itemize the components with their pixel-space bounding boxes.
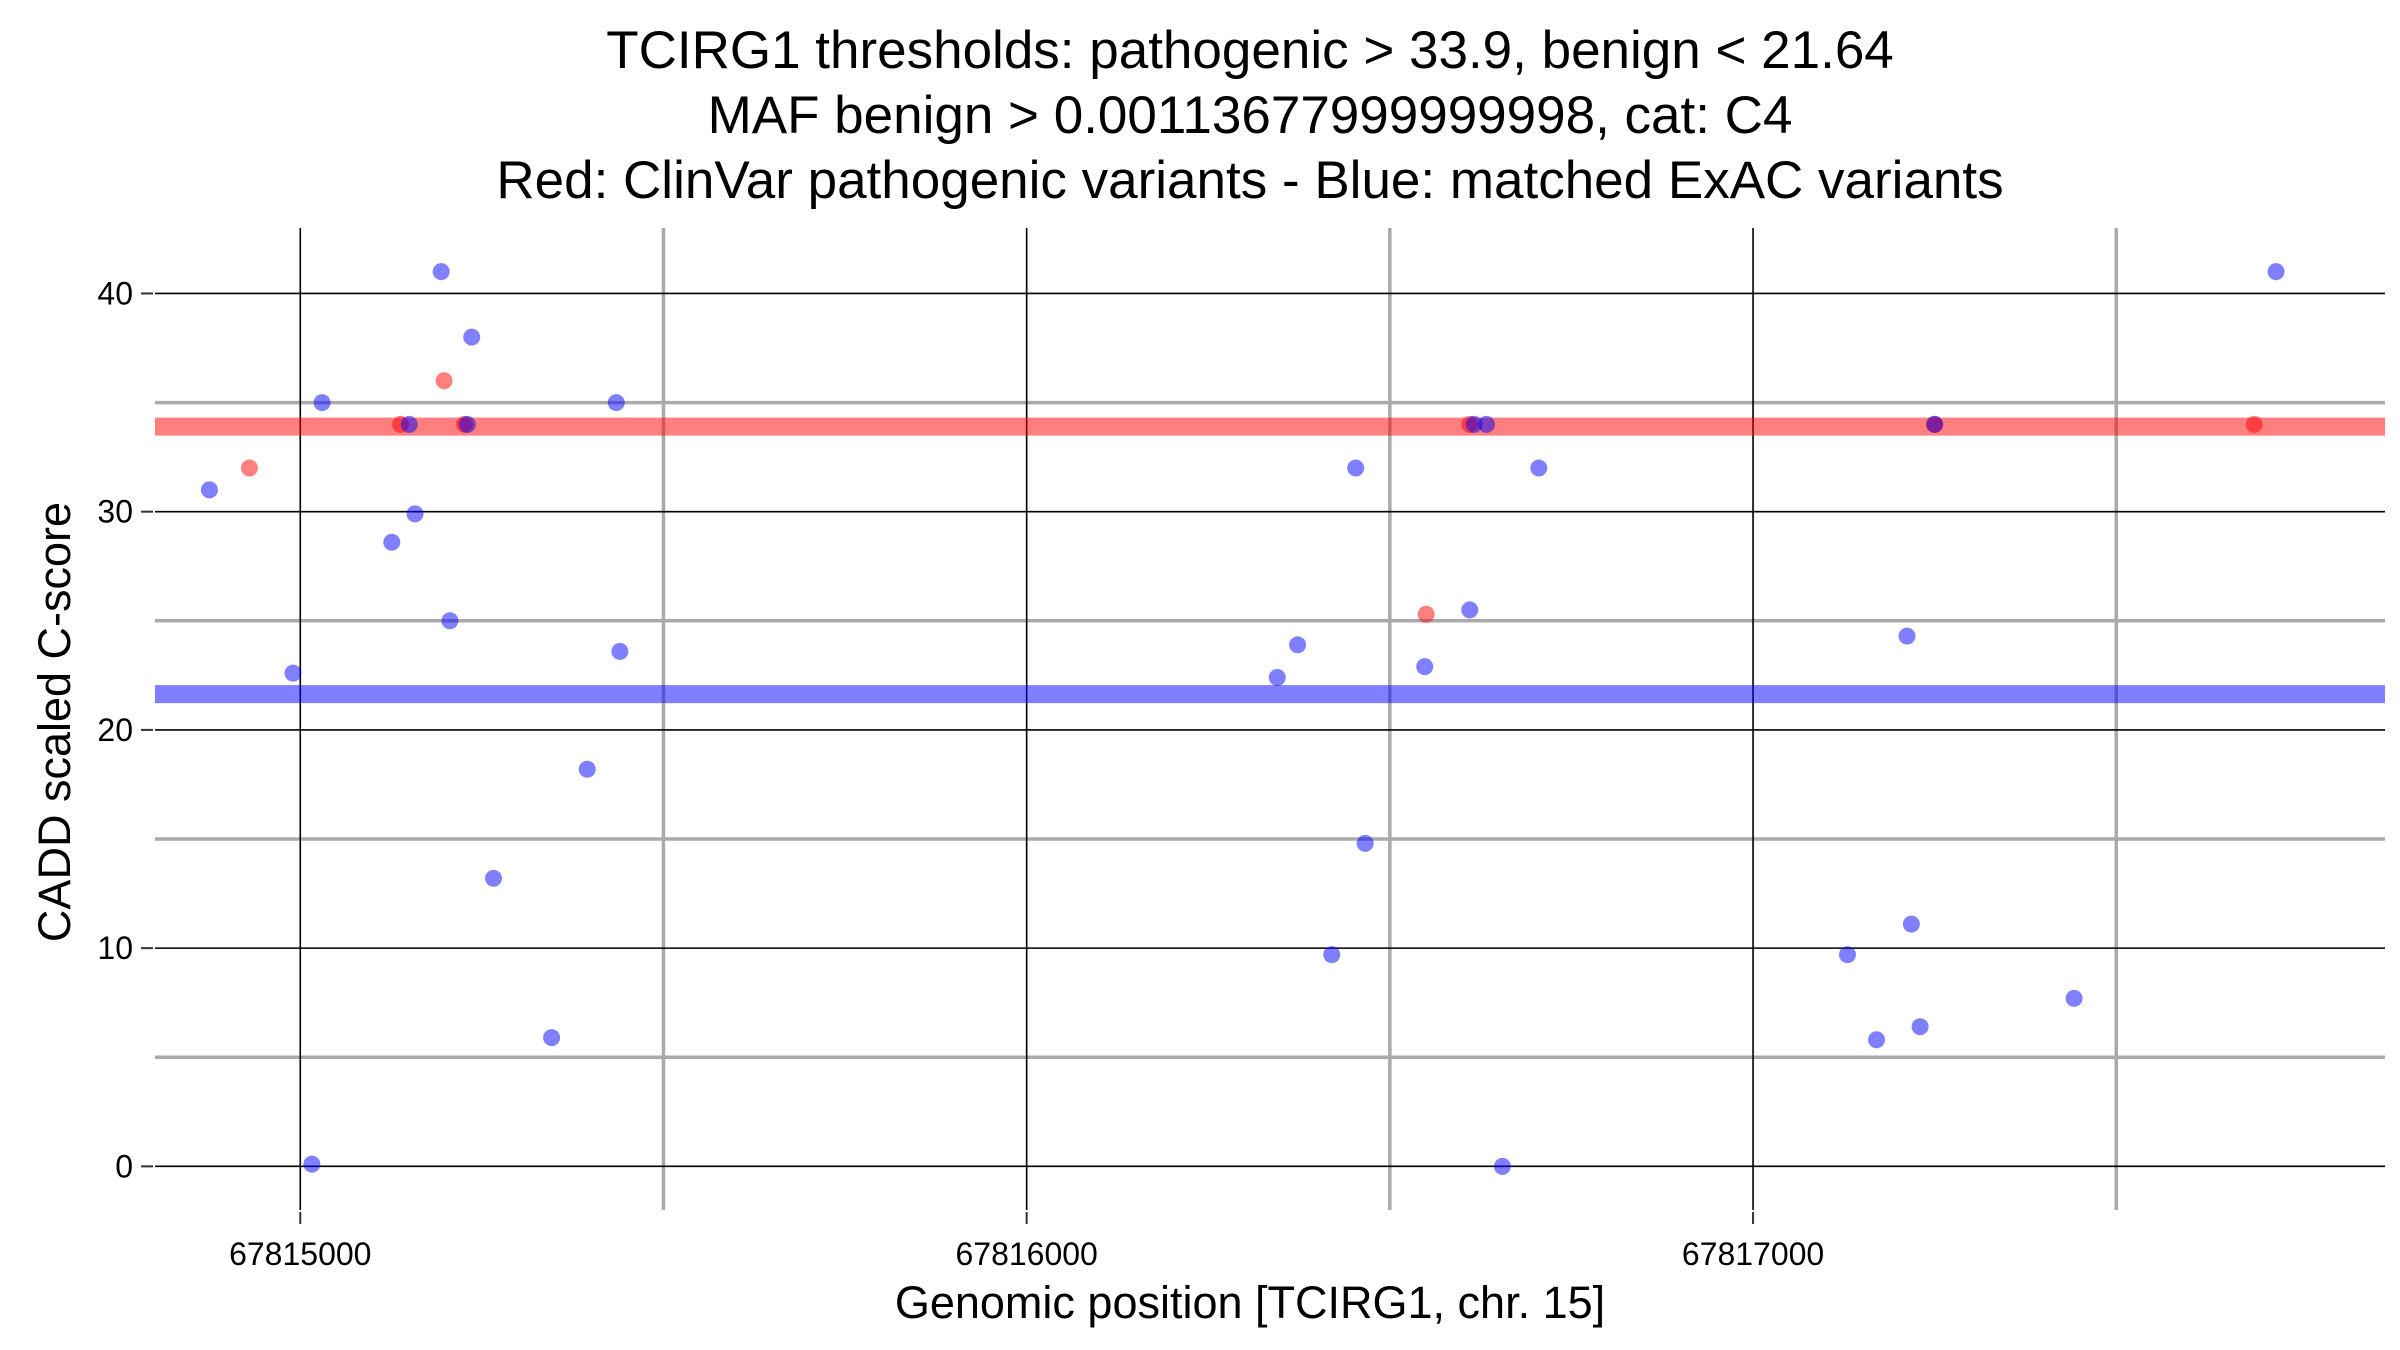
y-tick-label-1: 10 xyxy=(97,930,133,966)
clinvar-point-2 xyxy=(435,372,453,390)
exac-point-21 xyxy=(1416,658,1434,676)
exac-point-28 xyxy=(1868,1031,1886,1049)
exac-point-0 xyxy=(200,481,218,499)
clinvar-point-4 xyxy=(1417,605,1435,623)
exac-point-14 xyxy=(607,394,625,412)
exac-point-22 xyxy=(1461,601,1479,619)
exac-point-1 xyxy=(284,664,302,682)
exac-point-17 xyxy=(1289,636,1307,654)
axes: 67815000 67816000 67817000 0 10 20 30 40 xyxy=(97,275,1824,1272)
clinvar-point-0 xyxy=(240,459,258,477)
chart-title: TCIRG1 thresholds: pathogenic > 33.9, be… xyxy=(496,21,2003,210)
exac-point-7 xyxy=(432,263,450,281)
exac-point-4 xyxy=(383,533,401,551)
y-tick-label-2: 20 xyxy=(97,712,133,748)
exac-point-19 xyxy=(1347,459,1365,477)
minor-gridlines xyxy=(155,228,2385,1210)
clinvar-point-7 xyxy=(2245,415,2263,433)
y-tick-label-4: 40 xyxy=(97,275,133,311)
title-line-3: Red: ClinVar pathogenic variants - Blue:… xyxy=(496,151,2003,210)
title-line-1: TCIRG1 thresholds: pathogenic > 33.9, be… xyxy=(606,21,1894,80)
exac-point-5 xyxy=(400,415,418,433)
y-axis-title: CADD scaled C-score xyxy=(29,502,80,942)
y-tick-label-3: 30 xyxy=(97,494,133,530)
title-line-2: MAF benign > 0.00113677999999998, cat: C… xyxy=(708,86,1793,145)
exac-point-9 xyxy=(458,415,476,433)
exac-point-30 xyxy=(1902,915,1920,933)
exac-point-2 xyxy=(303,1155,321,1173)
y-tick-label-0: 0 xyxy=(115,1148,133,1184)
exac-point-15 xyxy=(611,642,629,660)
exac-point-23 xyxy=(1465,415,1483,433)
exac-point-11 xyxy=(484,869,502,887)
exac-point-31 xyxy=(1911,1018,1929,1036)
data-points xyxy=(200,263,2285,1175)
exac-point-6 xyxy=(406,505,424,523)
exac-point-32 xyxy=(1926,415,1944,433)
exac-point-26 xyxy=(1530,459,1548,477)
exac-point-34 xyxy=(2267,263,2285,281)
exac-point-12 xyxy=(543,1029,561,1047)
exac-point-13 xyxy=(578,760,596,778)
exac-point-24 xyxy=(1477,415,1495,433)
exac-point-27 xyxy=(1838,946,1856,964)
exac-point-3 xyxy=(313,394,331,412)
exac-point-16 xyxy=(1268,669,1286,687)
x-tick-label-1: 67816000 xyxy=(955,1236,1097,1272)
exac-point-8 xyxy=(441,612,459,630)
exac-point-25 xyxy=(1493,1157,1511,1175)
exac-point-10 xyxy=(463,328,481,346)
x-tick-label-2: 67817000 xyxy=(1682,1236,1824,1272)
exac-point-33 xyxy=(2065,989,2083,1007)
exac-point-18 xyxy=(1323,946,1341,964)
exac-point-29 xyxy=(1898,627,1916,645)
major-gridlines xyxy=(155,228,2385,1210)
x-axis-title: Genomic position [TCIRG1, chr. 15] xyxy=(895,1277,1605,1328)
x-tick-label-0: 67815000 xyxy=(229,1236,371,1272)
threshold-lines xyxy=(155,417,2385,704)
exac-point-20 xyxy=(1356,834,1374,852)
